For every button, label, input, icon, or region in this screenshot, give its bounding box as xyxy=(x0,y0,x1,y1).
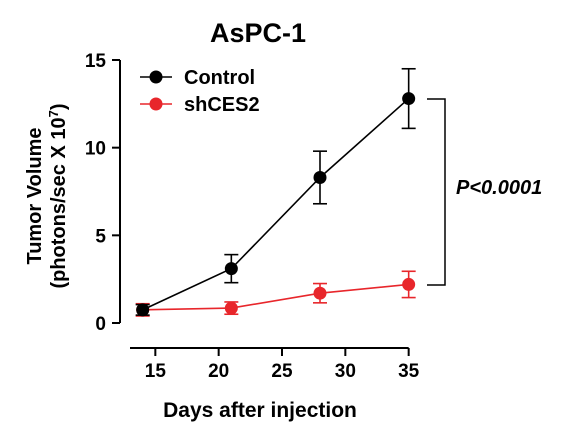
y-axis-label: Tumor Volume (photons/sec X 107) xyxy=(24,103,70,288)
y-axis-label-exponent: 7 xyxy=(46,110,61,117)
x-tick-label: 25 xyxy=(271,361,293,382)
p-value-annotation: P<0.0001 xyxy=(456,177,542,199)
chart-title: AsPC-1 xyxy=(210,18,306,48)
legend-item-shces2: shCES2 xyxy=(140,94,260,116)
y-tick-label: 15 xyxy=(85,51,107,72)
data-point xyxy=(402,277,416,291)
x-tick-label: 20 xyxy=(208,361,229,382)
x-tick-label: 30 xyxy=(335,361,356,382)
series-line xyxy=(142,97,410,311)
y-axis-label-prefix: (photons/sec X 10 xyxy=(48,117,70,288)
plot-area xyxy=(135,67,416,317)
legend-marker xyxy=(149,97,163,111)
data-point xyxy=(224,301,238,315)
significance-bracket-line xyxy=(427,98,446,286)
data-point xyxy=(136,303,150,317)
y-tick-label: 10 xyxy=(85,139,106,160)
legend: Control shCES2 xyxy=(140,67,260,116)
axes: 0 5 10 15 15 20 25 30 35 xyxy=(85,51,420,382)
data-point xyxy=(224,262,238,276)
data-point xyxy=(402,92,416,106)
legend-marker xyxy=(149,70,163,84)
y-tick-label: 0 xyxy=(95,314,106,335)
legend-label: shCES2 xyxy=(184,94,260,116)
significance-bracket: P<0.0001 xyxy=(427,98,542,286)
series-control xyxy=(135,67,416,317)
data-point xyxy=(313,170,327,184)
series-line xyxy=(142,283,409,311)
x-tick-label: 15 xyxy=(145,361,167,382)
y-axis-label-suffix: ) xyxy=(48,103,70,110)
y-axis-label-line2: (photons/sec X 107) xyxy=(46,103,71,288)
y-axis-label-line1: Tumor Volume xyxy=(24,127,46,264)
legend-label: Control xyxy=(184,67,255,89)
legend-item-control: Control xyxy=(140,67,255,89)
x-axis-label: Days after injection xyxy=(163,399,357,422)
x-tick-label: 35 xyxy=(398,361,420,382)
data-point xyxy=(313,286,327,300)
y-tick-label: 5 xyxy=(95,226,106,247)
